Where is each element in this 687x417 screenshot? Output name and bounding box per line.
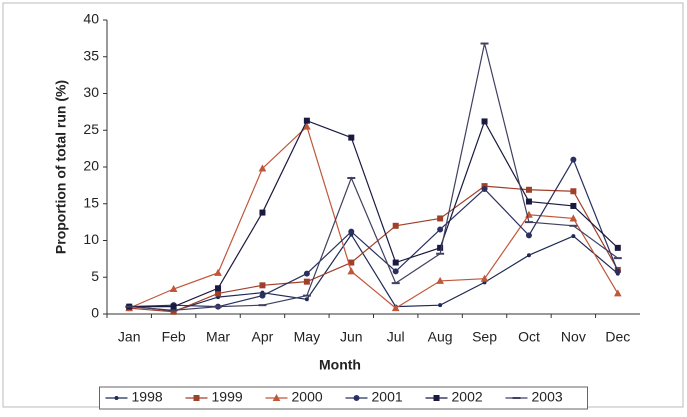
marker [169,284,178,293]
marker [433,395,440,401]
marker [481,186,488,193]
x-axis-label: Month [319,357,361,373]
marker [193,395,200,401]
marker [436,276,444,284]
marker [525,198,532,205]
legend-label: 2001 [372,389,403,405]
legend-label: 1999 [212,389,243,405]
marker [392,222,399,229]
marker [614,268,621,275]
marker [480,274,489,282]
marker [348,134,355,141]
marker [259,282,266,289]
marker [215,285,222,292]
legend-label: 2002 [452,389,483,405]
y-tick-label: 15 [83,194,99,210]
y-tick-label: 35 [83,47,99,63]
x-tick-label: Sep [472,329,497,345]
series-line [128,125,619,309]
y-tick-label: 25 [83,121,99,137]
marker [437,215,444,222]
series-line [129,185,619,313]
marker [525,232,532,239]
x-tick-label: Feb [162,329,186,345]
marker [526,253,531,258]
marker [259,292,266,299]
marker [392,259,399,266]
legend-label: 2003 [532,389,563,405]
marker [215,290,222,297]
y-tick-label: 10 [83,231,99,247]
y-tick-label: 20 [83,158,99,174]
legend-label: 2000 [292,389,323,405]
series-line [129,43,619,311]
marker [571,234,576,239]
marker [303,270,310,277]
x-tick-label: Jan [118,329,141,345]
marker [303,278,310,285]
y-tick-label: 40 [83,11,99,27]
marker [613,289,622,297]
x-tick-label: Mar [206,329,230,345]
marker [569,214,578,222]
x-tick-label: Aug [428,329,453,345]
x-tick-label: Oct [518,329,540,345]
marker [114,396,119,400]
marker [570,188,577,195]
marker [438,303,443,308]
marker [303,117,310,124]
x-tick-label: Dec [605,329,630,345]
marker [347,267,356,275]
y-tick-label: 0 [91,305,99,321]
marker [348,228,355,235]
x-tick-label: May [294,329,320,345]
marker [258,164,267,172]
y-axis-label: Proportion of total run (%) [53,80,69,254]
marker [437,226,444,233]
marker [259,209,266,216]
marker [392,268,399,275]
legend-box [99,386,588,410]
marker [353,395,360,401]
marker [437,244,444,251]
series-line [129,119,619,308]
marker [614,244,621,251]
marker [525,186,532,193]
marker [570,202,577,209]
marker [272,393,281,401]
x-tick-label: Jun [340,329,363,345]
marker [303,122,311,130]
x-tick-label: Jul [387,329,405,345]
marker [170,303,177,310]
marker [304,297,309,302]
legend-label: 1998 [132,389,163,405]
series-line [129,233,619,312]
marker [570,156,577,163]
y-tick-label: 30 [83,84,99,100]
y-tick-label: 5 [91,268,99,284]
x-tick-label: Nov [561,329,586,345]
x-tick-label: Apr [252,329,274,345]
marker [391,304,400,312]
marker [481,118,488,125]
marker [214,268,222,276]
